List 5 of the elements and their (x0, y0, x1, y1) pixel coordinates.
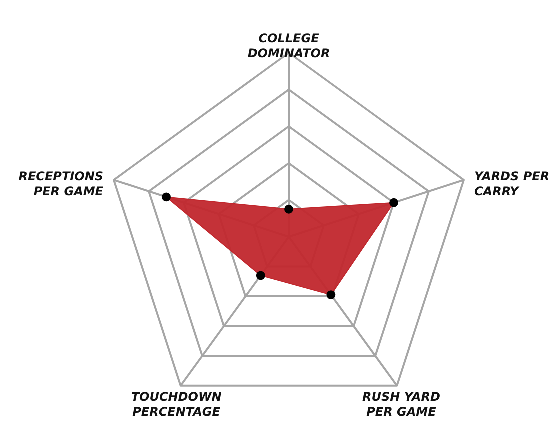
spoke-label: TOUCHDOWN PERCENTAGE (131, 390, 222, 419)
spoke-label: RUSH YARD PER GAME (362, 390, 440, 419)
spoke-label: RECEPTIONS PER GAME (18, 170, 104, 199)
spoke-label: COLLEGE DOMINATOR (248, 32, 330, 61)
spoke-label: YARDS PER CARRY (474, 170, 550, 199)
